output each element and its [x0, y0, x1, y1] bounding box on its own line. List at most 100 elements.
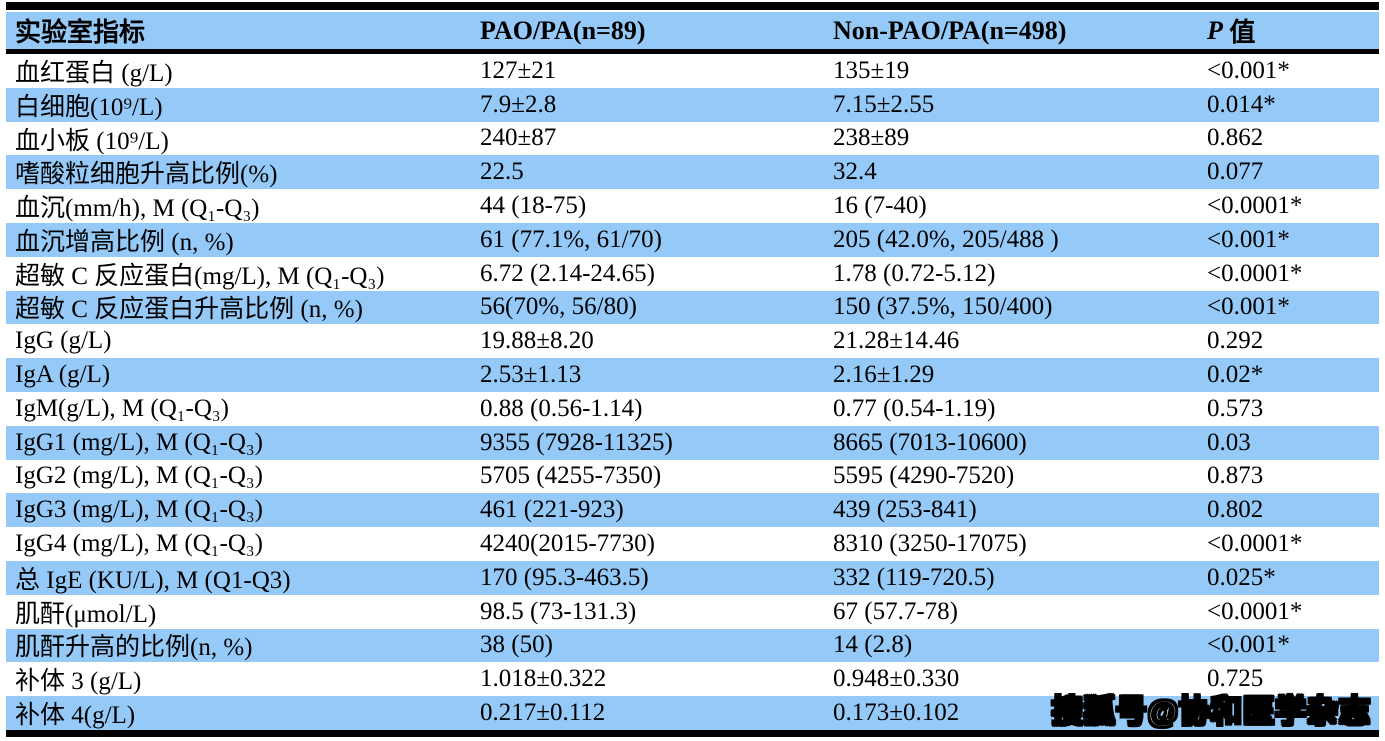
pao-value-cell: 98.5 (73-131.3) — [480, 597, 637, 625]
pao-value-cell: 61 (77.1%, 61/70) — [480, 225, 662, 253]
header-rule — [6, 49, 1379, 54]
row-indicator-label: 肌酐升高的比例(n, %) — [15, 634, 253, 662]
p-value-cell: <0.0001* — [1207, 259, 1303, 287]
non-pao-value-cell: 238±89 — [833, 124, 910, 152]
p-value-cell: <0.0001* — [1207, 192, 1303, 220]
header-p-value: P 值 — [1198, 12, 1379, 49]
non-pao-value-cell: 332 (119-720.5) — [833, 563, 995, 591]
non-pao-value-cell: 2.16±1.29 — [833, 361, 935, 389]
table-body: 血红蛋白 (g/L) 127±21 135±19 <0.001* 白细胞(10⁹… — [6, 54, 1379, 730]
pao-value-cell: 4240(2015-7730) — [480, 530, 655, 558]
table-row: 超敏 C 反应蛋白升高比例 (n, %) 56(70%, 56/80) 150 … — [6, 290, 1379, 325]
non-pao-value-cell: 16 (7-40) — [833, 192, 927, 220]
row-indicator-label: 超敏 C 反应蛋白(mg/L), M (Q₁-Q₃) — [15, 262, 385, 290]
pao-value-cell: 0.217±0.112 — [480, 699, 606, 727]
non-pao-value-cell: 21.28±14.46 — [833, 327, 960, 355]
row-indicator-label: 嗜酸粒细胞升高比例(%) — [15, 161, 278, 189]
table-row: 嗜酸粒细胞升高比例(%) 22.5 32.4 0.077 — [6, 155, 1379, 190]
pao-value-cell: 44 (18-75) — [480, 192, 587, 220]
row-indicator-label: 补体 3 (g/L) — [15, 668, 142, 696]
pao-value-cell: 1.018±0.322 — [480, 665, 607, 693]
table-row: IgG1 (mg/L), M (Q₁-Q₃) 9355 (7928-11325)… — [6, 425, 1379, 460]
row-indicator-label: 总 IgE (KU/L), M (Q1-Q3) — [15, 566, 291, 594]
pao-value-cell: 19.88±8.20 — [480, 327, 594, 355]
non-pao-value-cell: 14 (2.8) — [833, 631, 913, 659]
table-row: 总 IgE (KU/L), M (Q1-Q3) 170 (95.3-463.5)… — [6, 560, 1379, 595]
table-row: IgA (g/L) 2.53±1.13 2.16±1.29 0.02* — [6, 358, 1379, 392]
pao-value-cell: 240±87 — [480, 124, 557, 152]
pao-value-cell: 127±21 — [480, 56, 557, 84]
non-pao-value-cell: 0.948±0.330 — [833, 665, 960, 693]
table-row: IgG4 (mg/L), M (Q₁-Q₃) 4240(2015-7730) 8… — [6, 527, 1379, 561]
non-pao-value-cell: 0.173±0.102 — [833, 699, 960, 727]
pao-value-cell: 461 (221-923) — [480, 496, 624, 524]
p-value-cell: 0.025* — [1207, 563, 1276, 591]
table-row: 血沉(mm/h), M (Q₁-Q₃) 44 (18-75) 16 (7-40)… — [6, 189, 1379, 223]
pao-value-cell: 7.9±2.8 — [480, 90, 557, 118]
row-indicator-label: 超敏 C 反应蛋白升高比例 (n, %) — [15, 296, 363, 324]
pao-value-cell: 5705 (4255-7350) — [480, 462, 662, 490]
non-pao-value-cell: 439 (253-841) — [833, 496, 977, 524]
p-value-cell: <0.0001* — [1207, 597, 1303, 625]
non-pao-value-cell: 67 (57.7-78) — [833, 597, 958, 625]
top-rule — [6, 2, 1379, 10]
p-value-cell: 0.014* — [1207, 90, 1276, 118]
table-row: IgG3 (mg/L), M (Q₁-Q₃) 461 (221-923) 439… — [6, 493, 1379, 528]
pao-value-cell: 6.72 (2.14-24.65) — [480, 259, 655, 287]
row-indicator-label: 肌酐(μmol/L) — [15, 600, 157, 628]
p-value-cell: 0.077 — [1207, 158, 1264, 186]
p-value-cell: 0.02* — [1207, 361, 1264, 389]
pao-value-cell: 22.5 — [480, 158, 524, 186]
table-row: 补体 3 (g/L) 1.018±0.322 0.948±0.330 0.725 — [6, 662, 1379, 697]
row-indicator-label: 血红蛋白 (g/L) — [15, 59, 173, 87]
non-pao-value-cell: 150 (37.5%, 150/400) — [833, 293, 1053, 321]
row-indicator-label: 血沉增高比例 (n, %) — [15, 228, 234, 256]
pao-value-cell: 2.53±1.13 — [480, 361, 582, 389]
p-value-cell: <0.001* — [1207, 293, 1290, 321]
row-indicator-label: IgG (g/L) — [15, 327, 112, 355]
non-pao-value-cell: 0.77 (0.54-1.19) — [833, 394, 996, 422]
p-value-cell: <0.001* — [1207, 631, 1290, 659]
pao-value-cell: 56(70%, 56/80) — [480, 293, 637, 321]
non-pao-value-cell: 7.15±2.55 — [833, 90, 935, 118]
pao-value-cell: 0.88 (0.56-1.14) — [480, 394, 643, 422]
pao-value-cell: 170 (95.3-463.5) — [480, 563, 649, 591]
row-indicator-label: 血小板 (10⁹/L) — [15, 127, 169, 155]
row-indicator-label: 补体 4(g/L) — [15, 702, 136, 730]
non-pao-value-cell: 8310 (3250-17075) — [833, 530, 1027, 558]
header-pao-group: PAO/PA(n=89) — [480, 15, 646, 45]
table-header-row: 实验室指标 PAO/PA(n=89) Non-PAO/PA(n=498) P 值 — [6, 12, 1379, 49]
row-indicator-label: IgG3 (mg/L), M (Q₁-Q₃) — [15, 496, 263, 524]
non-pao-value-cell: 205 (42.0%, 205/488 ) — [833, 225, 1059, 253]
p-value-cell: 0.03 — [1207, 428, 1251, 456]
p-value-cell: 0.862 — [1207, 124, 1264, 152]
p-value-word: 值 — [1222, 18, 1256, 47]
pao-value-cell: 38 (50) — [480, 631, 553, 659]
non-pao-value-cell: 8665 (7013-10600) — [833, 428, 1027, 456]
table-row: 肌酐(μmol/L) 98.5 (73-131.3) 67 (57.7-78) … — [6, 594, 1379, 629]
table-row: IgG2 (mg/L), M (Q₁-Q₃) 5705 (4255-7350) … — [6, 459, 1379, 494]
row-indicator-label: IgG2 (mg/L), M (Q₁-Q₃) — [15, 462, 263, 490]
p-value-cell: <0.001* — [1207, 225, 1290, 253]
p-value-cell: 0.292 — [1207, 327, 1264, 355]
lab-indicators-table: 实验室指标 PAO/PA(n=89) Non-PAO/PA(n=498) P 值… — [6, 0, 1379, 737]
row-indicator-label: IgM(g/L), M (Q₁-Q₃) — [15, 394, 229, 422]
table-row: IgM(g/L), M (Q₁-Q₃) 0.88 (0.56-1.14) 0.7… — [6, 391, 1379, 426]
non-pao-value-cell: 135±19 — [833, 56, 910, 84]
table-row: 血红蛋白 (g/L) 127±21 135±19 <0.001* — [6, 54, 1379, 88]
p-value-cell: 0.573 — [1207, 394, 1264, 422]
table-row: 超敏 C 反应蛋白(mg/L), M (Q₁-Q₃) 6.72 (2.14-24… — [6, 256, 1379, 291]
table-row: 补体 4(g/L) 0.217±0.112 0.173±0.102 — [6, 696, 1379, 730]
non-pao-value-cell: 32.4 — [833, 158, 877, 186]
p-value-cell: 0.725 — [1207, 665, 1264, 693]
p-value-letter: P — [1207, 15, 1223, 45]
non-pao-value-cell: 1.78 (0.72-5.12) — [833, 259, 996, 287]
table-row: 肌酐升高的比例(n, %) 38 (50) 14 (2.8) <0.001* — [6, 628, 1379, 663]
non-pao-value-cell: 5595 (4290-7520) — [833, 462, 1015, 490]
p-value-cell: <0.0001* — [1207, 530, 1303, 558]
table-row: 血沉增高比例 (n, %) 61 (77.1%, 61/70) 205 (42.… — [6, 222, 1379, 257]
row-indicator-label: IgG1 (mg/L), M (Q₁-Q₃) — [15, 428, 263, 456]
row-indicator-label: IgA (g/L) — [15, 361, 111, 389]
header-non-pao-group: Non-PAO/PA(n=498) — [833, 15, 1067, 45]
